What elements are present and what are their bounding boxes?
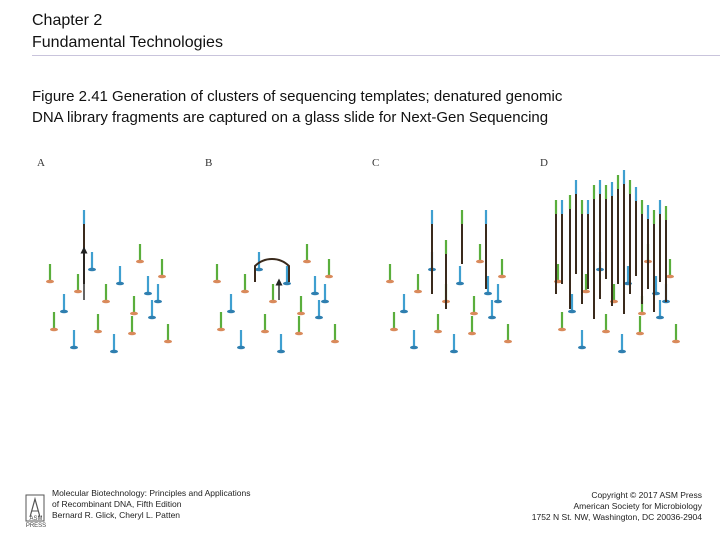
surface-anchor: [311, 291, 319, 296]
panel-label-d: D: [540, 157, 548, 169]
surface-anchor: [164, 339, 172, 344]
surface-anchor: [488, 315, 496, 320]
book-title: Molecular Biotechnology: Principles and …: [52, 488, 251, 498]
surface-anchor: [386, 279, 394, 284]
surface-anchor: [636, 331, 644, 336]
surface-anchor: [568, 309, 576, 314]
surface-anchor: [325, 274, 333, 279]
surface-anchor: [470, 311, 478, 316]
surface-anchor: [269, 299, 277, 304]
panel-label-a: A: [37, 157, 45, 169]
panel-d-strands: [554, 170, 680, 354]
surface-anchor: [468, 331, 476, 336]
surface-anchor: [102, 299, 110, 304]
surface-anchor: [582, 289, 590, 294]
surface-anchor: [297, 311, 305, 316]
bridge-arch: [254, 257, 290, 282]
surface-anchor: [434, 329, 442, 334]
surface-anchor: [116, 281, 124, 286]
surface-anchor: [283, 281, 291, 286]
panel-label-b: B: [205, 157, 213, 169]
header-divider: [32, 55, 720, 56]
panel-label-c: C: [372, 157, 380, 169]
figure-caption: Figure 2.41 Generation of clusters of se…: [32, 86, 692, 128]
surface-anchor: [558, 327, 566, 332]
surface-anchor: [303, 259, 311, 264]
asm-logo-text: ASM PRESS: [25, 516, 47, 529]
copyright-block: Copyright © 2017 ASM Press American Soci…: [532, 490, 702, 523]
surface-anchor: [638, 311, 646, 316]
surface-anchor: [498, 274, 506, 279]
surface-anchor: [227, 309, 235, 314]
caption-line-1: Figure 2.41 Generation of clusters of se…: [32, 88, 563, 105]
book-edition: of Recombinant DNA, Fifth Edition: [52, 499, 182, 509]
publisher-address: 1752 N St. NW, Washington, DC 20036-2904: [531, 512, 702, 522]
surface-anchor: [130, 311, 138, 316]
surface-anchor: [70, 345, 78, 350]
surface-anchor: [504, 339, 512, 344]
chapter-heading: Chapter 2 Fundamental Technologies: [32, 10, 223, 54]
surface-anchor: [60, 309, 68, 314]
surface-anchor: [578, 345, 586, 350]
caption-line-2: DNA library fragments are captured on a …: [32, 109, 549, 126]
book-citation: Molecular Biotechnology: Principles and …: [52, 488, 250, 521]
surface-anchor: [94, 329, 102, 334]
surface-anchor: [144, 291, 152, 296]
surface-anchor: [410, 345, 418, 350]
surface-anchor: [50, 327, 58, 332]
surface-anchor: [46, 279, 54, 284]
surface-anchor: [618, 349, 626, 354]
asm-press-logo: [25, 494, 45, 522]
surface-anchor: [241, 289, 249, 294]
surface-anchor: [390, 327, 398, 332]
surface-anchor: [158, 274, 166, 279]
surface-anchor: [217, 327, 225, 332]
surface-anchor: [88, 267, 96, 272]
surface-anchor: [400, 309, 408, 314]
chapter-number: Chapter 2: [32, 12, 103, 29]
copyright-line: Copyright © 2017 ASM Press: [591, 490, 702, 500]
panel-a-strands: [46, 210, 172, 354]
surface-anchor: [154, 299, 162, 304]
chapter-title: Fundamental Technologies: [32, 34, 223, 51]
cluster-generation-diagram: [46, 170, 680, 354]
surface-anchor: [277, 349, 285, 354]
surface-anchor: [656, 315, 664, 320]
surface-anchor: [602, 329, 610, 334]
surface-anchor: [456, 281, 464, 286]
surface-anchor: [484, 291, 492, 296]
surface-anchor: [321, 299, 329, 304]
surface-anchor: [237, 345, 245, 350]
surface-anchor: [494, 299, 502, 304]
surface-anchor: [261, 329, 269, 334]
surface-anchor: [331, 339, 339, 344]
surface-anchor: [666, 274, 674, 279]
surface-anchor: [136, 259, 144, 264]
surface-anchor: [74, 289, 82, 294]
surface-anchor: [672, 339, 680, 344]
surface-anchor: [255, 267, 263, 272]
book-authors: Bernard R. Glick, Cheryl L. Patten: [52, 510, 181, 520]
panel-c-strands: [386, 210, 512, 354]
surface-anchor: [295, 331, 303, 336]
surface-anchor: [128, 331, 136, 336]
surface-anchor: [148, 315, 156, 320]
surface-anchor: [315, 315, 323, 320]
surface-anchor: [414, 289, 422, 294]
panel-b-strands: [213, 244, 339, 354]
surface-anchor: [110, 349, 118, 354]
publisher-name: American Society for Microbiology: [573, 501, 703, 511]
surface-anchor: [476, 259, 484, 264]
surface-anchor: [213, 279, 221, 284]
surface-anchor: [450, 349, 458, 354]
